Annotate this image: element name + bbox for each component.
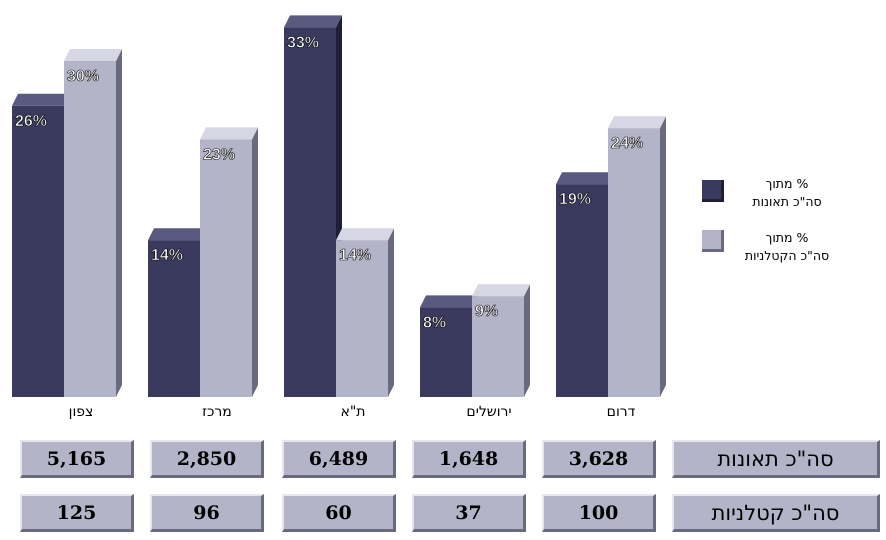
bar-fatal-tel-aviv — [336, 228, 394, 397]
legend-label-fatal: % מתוך סה"כ הקטלניות — [727, 229, 847, 265]
legend-label-fatal-line1: % מתוך — [765, 230, 809, 245]
bar-chart: 26% 14% 33% 8% 19% 30% 23% 14% 9% 24% — [12, 15, 666, 398]
category-label-north: צפון — [68, 404, 94, 420]
bar-side — [388, 228, 394, 397]
table-cell-accidents-center: 2,850 — [150, 440, 264, 478]
bar-top — [336, 228, 394, 241]
legend-swatch-accidents — [702, 180, 724, 202]
table-cell-fatal-center: 96 — [150, 494, 264, 532]
bar-front — [420, 307, 472, 397]
bar-top — [556, 172, 614, 185]
data-label-accidents-south: 19% — [559, 191, 591, 208]
bar-front — [608, 128, 660, 397]
bar-accidents-tel-aviv — [284, 15, 342, 398]
bar-accidents-jerusalem — [420, 295, 478, 397]
data-label-accidents-center: 14% — [151, 247, 183, 264]
category-label-south: דרום — [606, 404, 636, 420]
legend-label-fatal-line2: סה"כ הקטלניות — [744, 248, 830, 263]
bar-front — [556, 184, 608, 397]
category-label-jerusalem: ירושלים — [466, 404, 512, 420]
table-cell-fatal-south: 100 — [542, 494, 656, 532]
bar-top — [284, 15, 342, 28]
bar-front — [472, 296, 524, 397]
category-label-center: מרכז — [202, 404, 232, 420]
bar-fatal-jerusalem — [472, 284, 530, 397]
table-cell-accidents-jerusalem: 1,648 — [412, 440, 526, 478]
data-label-fatal-jerusalem: 9% — [475, 303, 498, 320]
data-label-accidents-north: 26% — [15, 113, 47, 130]
bar-side — [252, 127, 258, 398]
table-cell-fatal-north: 125 — [20, 494, 134, 532]
bar-top — [200, 127, 258, 140]
bar-front — [200, 139, 252, 397]
bar-top — [608, 116, 666, 129]
bar-top — [12, 93, 70, 106]
table-row-label-fatal: סה"כ קטלניות — [672, 494, 880, 532]
bar-top — [472, 284, 530, 297]
bar-side — [116, 49, 122, 397]
table-cell-accidents-tel-aviv: 6,489 — [282, 440, 396, 478]
bar-side — [524, 284, 530, 397]
legend-label-accidents-line1: % מתוך — [765, 176, 809, 191]
bar-fatal-south — [608, 116, 666, 397]
data-label-fatal-tel-aviv: 14% — [339, 247, 371, 264]
bar-front — [284, 27, 336, 398]
data-label-accidents-tel-aviv: 33% — [287, 34, 319, 51]
data-label-fatal-center: 23% — [203, 146, 235, 163]
table-cell-accidents-north: 5,165 — [20, 440, 134, 478]
data-label-fatal-south: 24% — [611, 135, 643, 152]
table-cell-accidents-south: 3,628 — [542, 440, 656, 478]
bar-accidents-north — [12, 93, 70, 398]
category-label-tel-aviv: ת"א — [340, 404, 366, 420]
legend-label-accidents: % מתוך סה"כ תאונות — [727, 175, 847, 211]
bar-front — [336, 240, 388, 397]
table-row-label-accidents: סה"כ תאונות — [672, 440, 880, 478]
bar-front — [148, 240, 200, 397]
table-cell-fatal-tel-aviv: 60 — [282, 494, 396, 532]
legend-swatch-fatal — [702, 230, 724, 252]
bar-side — [660, 116, 666, 397]
legend-label-accidents-line2: סה"כ תאונות — [752, 194, 822, 209]
data-label-accidents-jerusalem: 8% — [423, 314, 446, 331]
bar-fatal-north — [64, 49, 122, 397]
table-cell-fatal-jerusalem: 37 — [412, 494, 526, 532]
bar-top — [420, 295, 478, 308]
bar-top — [64, 49, 122, 61]
data-label-fatal-north: 30% — [67, 68, 99, 85]
bar-top — [148, 228, 206, 241]
bar-front — [12, 105, 64, 398]
bar-front — [64, 61, 116, 397]
bar-fatal-center — [200, 127, 258, 398]
